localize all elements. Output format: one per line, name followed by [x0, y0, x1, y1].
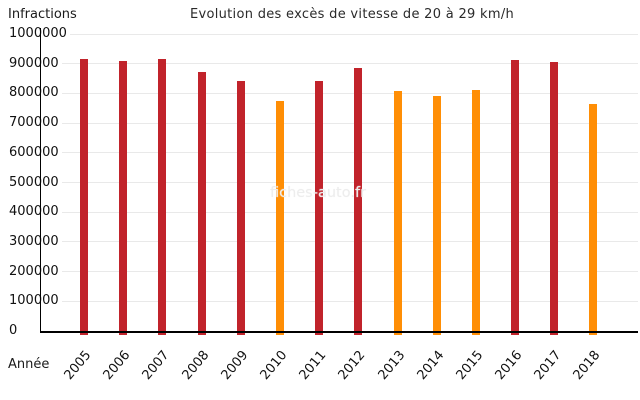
y-tick-label-300000: 300000 — [9, 234, 62, 249]
bar-2009 — [236, 81, 245, 335]
y-tick-label-200000: 200000 — [9, 264, 62, 279]
bar-2007 — [158, 59, 167, 335]
gridline-y-500000 — [40, 182, 638, 183]
bar-2017 — [550, 61, 559, 335]
x-tick-label-2012: 2012 — [335, 348, 369, 383]
x-tick-label-2011: 2011 — [296, 348, 330, 383]
bar-2014 — [432, 96, 441, 335]
bar-2013 — [393, 91, 402, 335]
y-tick-label-100000: 100000 — [9, 294, 62, 309]
x-tick-label-2015: 2015 — [453, 348, 487, 383]
gridline-y-100000 — [40, 300, 638, 302]
x-tick-label-2009: 2009 — [218, 348, 252, 383]
gridline-y-800000 — [40, 92, 638, 94]
y-axis-line — [40, 28, 41, 333]
x-tick-label-2017: 2017 — [531, 348, 565, 383]
bar-2010 — [275, 101, 284, 335]
bar-2006 — [119, 60, 128, 335]
y-tick-label-1000000: 1000000 — [9, 27, 70, 41]
x-tick-label-2016: 2016 — [492, 348, 526, 383]
y-tick-label-800000: 800000 — [9, 86, 62, 101]
gridline-y-300000 — [40, 241, 638, 243]
gridline-y-400000 — [40, 211, 638, 213]
bar-2015 — [471, 90, 480, 335]
y-tick-label-600000: 600000 — [9, 145, 62, 160]
x-axis-title: Année — [8, 357, 50, 372]
y-axis-title: Infractions — [8, 7, 77, 22]
y-tick-label-500000: 500000 — [9, 175, 62, 190]
bar-2005 — [80, 59, 88, 335]
y-tick-label-900000: 900000 — [9, 56, 62, 71]
x-tick-label-2005: 2005 — [61, 348, 95, 383]
x-tick-label-2013: 2013 — [375, 348, 408, 383]
y-tick-label-0: 0 — [9, 324, 21, 338]
y-tick-label-700000: 700000 — [9, 116, 62, 131]
gridline-y-1000000 — [40, 33, 638, 35]
bar-2018 — [589, 104, 598, 335]
gridline-y-200000 — [40, 271, 638, 273]
watermark: fiches-auto.fr — [269, 185, 367, 201]
gridline-y-700000 — [40, 122, 638, 124]
x-tick-label-2014: 2014 — [414, 348, 448, 383]
bar-2016 — [511, 59, 520, 335]
x-axis-line — [40, 331, 638, 333]
x-tick-label-2018: 2018 — [571, 348, 604, 383]
y-tick-label-400000: 400000 — [9, 205, 62, 220]
gridline-y-900000 — [40, 63, 638, 65]
gridline-y-600000 — [40, 152, 638, 154]
x-tick-label-2006: 2006 — [100, 348, 134, 383]
bar-2012 — [354, 67, 363, 335]
bar-2008 — [197, 72, 206, 335]
x-tick-label-2007: 2007 — [139, 348, 173, 383]
x-tick-label-2008: 2008 — [179, 348, 212, 383]
x-tick-label-2010: 2010 — [257, 348, 291, 383]
chart-title: Evolution des excès de vitesse de 20 à 2… — [189, 7, 515, 22]
bar-2011 — [315, 81, 324, 335]
